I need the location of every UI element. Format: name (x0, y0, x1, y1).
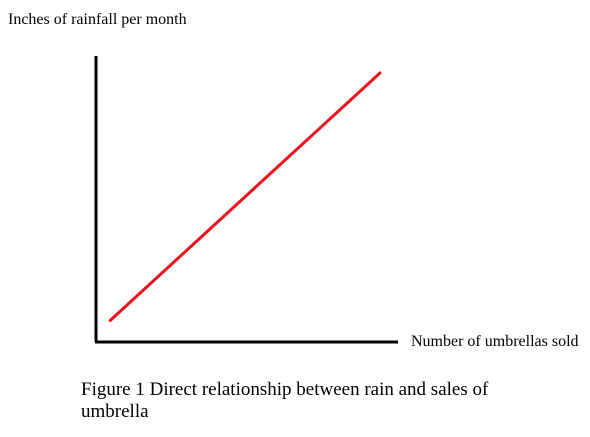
y-axis-label: Inches of rainfall per month (8, 11, 187, 28)
x-axis-label: Number of umbrellas sold (411, 333, 579, 350)
series-line-0 (108, 71, 382, 322)
series-layer (108, 71, 382, 322)
figure-caption: Figure 1 Direct relationship between rai… (81, 379, 489, 422)
